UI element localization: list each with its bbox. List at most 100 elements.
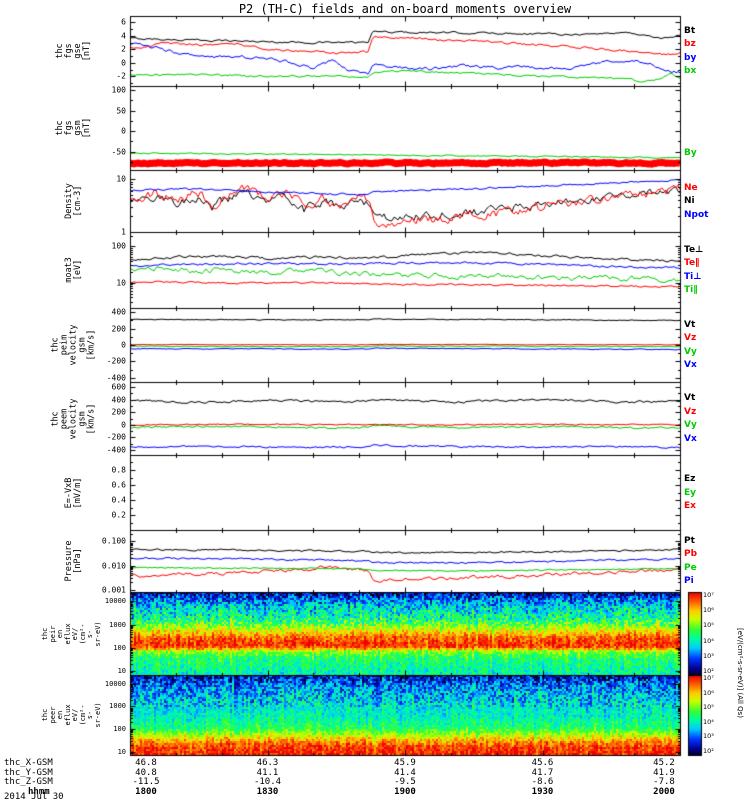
- series-label-Pt: Pt: [684, 535, 695, 546]
- footer-value: 40.8: [135, 767, 157, 778]
- footer-value: 41.1: [256, 767, 279, 778]
- footer-value: 46.3: [256, 758, 279, 768]
- panel-electron-velocity-ylabel: thc peem velocity gsm [km/s]: [50, 398, 97, 439]
- ytick-label-pressure-0: 0.100: [101, 536, 126, 546]
- series-label-Te⊥: Te⊥: [684, 244, 704, 255]
- ytick-label-fgs-gsm-2: 0: [121, 126, 126, 136]
- series-label-Ni: Ni: [684, 196, 695, 206]
- time-tick-label: 1900: [394, 786, 416, 797]
- ytick-label-electron-velocity-0: 600: [111, 382, 126, 392]
- series-label-Pb: Pb: [684, 549, 698, 560]
- footer-row-label-thc_Z-GSM: thc_Z-GSM: [4, 777, 53, 787]
- panel-fgs-gsm-ylabel: thc fgs gsm [nT]: [55, 117, 92, 139]
- colorbar-tick-electron-spectrogram-3: 10⁴: [703, 717, 714, 726]
- panel-ion-velocity-ylabel: thc peim velocity gsm [km/s]: [50, 324, 97, 366]
- ytick-label-ion-spectrogram-3: 10: [117, 667, 126, 676]
- ytick-label-ion-velocity-4: -400: [106, 373, 126, 383]
- panel-electron-spectrogram-ylabel: thc peer en eflux eV/ (cm²- s- sr-eV): [41, 702, 102, 728]
- series-label-Te∥: Te∥: [684, 258, 700, 269]
- series-label-Vz: Vz: [684, 406, 697, 417]
- colorbar-tick-electron-spectrogram-4: 10³: [703, 732, 714, 741]
- series-label-Vt: Vt: [684, 319, 696, 330]
- colorbar-tick-ion-spectrogram-0: 10⁷: [703, 591, 714, 599]
- time-tick-label: 1930: [531, 786, 554, 797]
- ytick-label-fgs-gsm-3: -50: [111, 147, 126, 157]
- colorbar-tick-ion-spectrogram-3: 10⁴: [703, 636, 714, 645]
- colorbar-tick-electron-spectrogram-1: 10⁶: [703, 688, 714, 697]
- footer-row-label-thc_X-GSM: thc_X-GSM: [4, 758, 53, 768]
- panel-ion-spectrogram-ylabel: thc peir en eflux eV/ (cm²- s- sr-eV): [41, 620, 102, 647]
- panel-fgs-gse-ylabel: thc fgs gse [nT]: [55, 40, 92, 62]
- colorbar-tick-electron-spectrogram-2: 10⁵: [703, 703, 714, 712]
- footer-value: 45.6: [531, 758, 554, 768]
- ytick-label-fgs-gse-1: 4: [121, 31, 126, 41]
- colorbar-tick-electron-spectrogram-0: 10⁷: [703, 674, 714, 682]
- series-label-Ti⊥: Ti⊥: [684, 271, 702, 282]
- series-label-Ti∥: Ti∥: [684, 285, 698, 296]
- series-label-Vy: Vy: [684, 420, 697, 431]
- panel-efield-ylabel: E=-VxB [mV/m]: [64, 477, 83, 508]
- colorbar-unit-label: [eV/(cm²-s-sr-eV)] (All Qs): [736, 628, 744, 718]
- ytick-label-ion-spectrogram-2: 100: [113, 644, 126, 653]
- ytick-label-fgs-gse-2: 2: [121, 44, 126, 54]
- page-title: P2 (TH-C) fields and on-board moments ov…: [238, 2, 572, 16]
- series-label-Ex: Ex: [684, 501, 696, 511]
- time-tick-label: 1830: [256, 786, 279, 797]
- ytick-label-efield-2: 0.4: [111, 495, 126, 505]
- ytick-label-ion-spectrogram-0: 10000: [104, 597, 126, 606]
- ytick-label-fgs-gse-4: -2: [116, 71, 126, 81]
- footer-value: -11.5: [132, 777, 160, 787]
- footer-value: 41.7: [531, 767, 554, 778]
- ytick-label-pressure-1: 0.010: [101, 561, 126, 571]
- series-label-Pe: Pe: [684, 562, 697, 573]
- footer-row-label-thc_Y-GSM: thc_Y-GSM: [4, 767, 53, 778]
- ytick-label-electron-spectrogram-1: 1000: [109, 702, 126, 711]
- footer-value: 41.9: [653, 767, 675, 778]
- series-label-By: By: [684, 148, 697, 159]
- series-label-Vx: Vx: [684, 360, 697, 371]
- colorbar-tick-ion-spectrogram-2: 10⁵: [703, 621, 714, 630]
- ytick-label-pressure-2: 0.001: [101, 585, 126, 595]
- ytick-label-ion-velocity-3: -200: [106, 356, 126, 366]
- footer-value: 45.9: [394, 758, 416, 768]
- ytick-label-temperature-1: 10: [116, 278, 126, 288]
- series-label-Vz: Vz: [684, 333, 697, 344]
- series-label-Npot: Npot: [684, 209, 709, 220]
- ytick-label-fgs-gsm-0: 100: [111, 85, 126, 95]
- series-label-Ne: Ne: [684, 182, 698, 193]
- series-label-Pi: Pi: [684, 576, 694, 587]
- ytick-label-electron-velocity-5: -400: [106, 445, 126, 455]
- ytick-label-electron-spectrogram-2: 100: [113, 724, 126, 733]
- ytick-label-density-0: 10: [116, 174, 126, 184]
- series-label-by: by: [684, 52, 697, 63]
- ytick-label-ion-velocity-0: 400: [111, 307, 126, 317]
- ytick-label-electron-spectrogram-0: 10000: [104, 679, 126, 688]
- ytick-label-ion-velocity-2: 0: [121, 340, 126, 350]
- footer-value: 45.2: [653, 758, 675, 768]
- footer-value: 41.4: [394, 767, 416, 778]
- colorbar-tick-ion-spectrogram-5: 10²: [703, 667, 714, 675]
- ytick-label-electron-velocity-3: 0: [121, 420, 126, 430]
- footer-value: -7.8: [653, 777, 675, 787]
- series-label-Ez: Ez: [684, 474, 696, 484]
- time-tick-label: 1800: [135, 786, 157, 797]
- series-label-Bt: Bt: [684, 25, 696, 36]
- time-axis-label: hhmm: [28, 786, 50, 797]
- ytick-label-fgs-gse-3: 0: [121, 58, 126, 68]
- footer-value: -10.4: [253, 777, 282, 787]
- ytick-label-efield-0: 0.8: [111, 465, 126, 475]
- ytick-label-density-1: 1: [121, 227, 126, 237]
- ytick-label-temperature-0: 100: [111, 241, 126, 251]
- footer-date: 2014 Jul 30: [4, 792, 64, 800]
- panel-pressure-ylabel: Pressure [nPa]: [64, 540, 83, 582]
- colorbar-tick-electron-spectrogram-5: 10²: [703, 747, 714, 755]
- series-label-Vt: Vt: [684, 393, 696, 404]
- colorbar-tick-ion-spectrogram-1: 10⁶: [703, 606, 714, 615]
- ytick-label-electron-velocity-4: -200: [106, 432, 126, 442]
- panel-temperature-ylabel: moat3 [eV]: [64, 257, 83, 283]
- panel-density-ylabel: Density [cm-3]: [64, 183, 83, 219]
- time-tick-label: 2000: [653, 786, 675, 797]
- series-label-bx: bx: [684, 66, 697, 77]
